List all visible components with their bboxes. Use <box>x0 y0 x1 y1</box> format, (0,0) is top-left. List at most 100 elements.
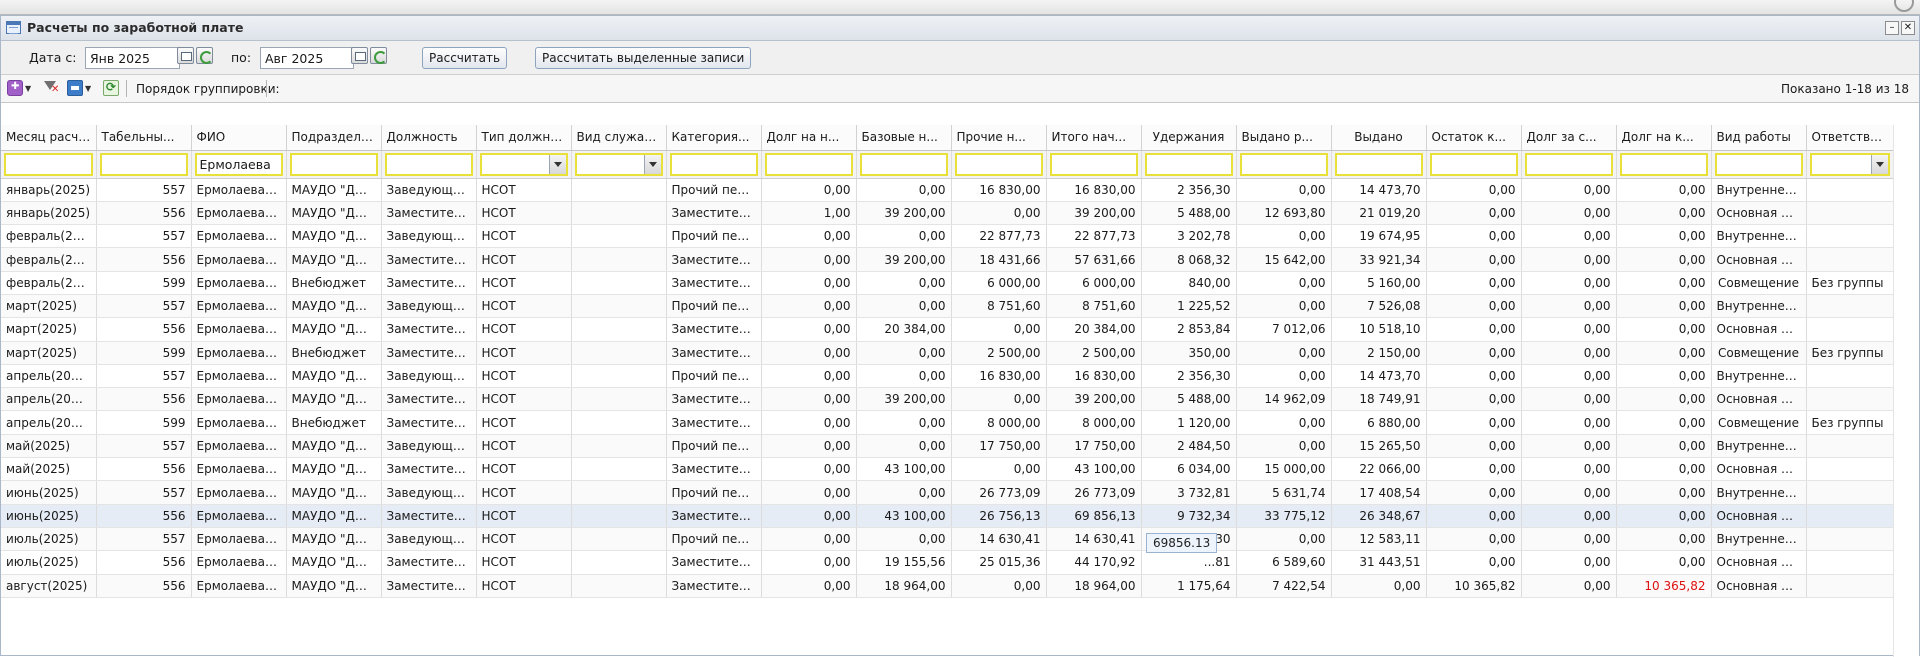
table-row[interactable]: июнь(2025) 556 Ермолаева С... МАУДО "ДД... З… <box>1 504 1894 528</box>
table-row[interactable]: май(2025) 557 Ермолаева С... МАУДО "ДД... За… <box>1 434 1894 459</box>
col-header[interactable]: Выдано р... <box>1236 125 1332 151</box>
col-header[interactable]: Должность <box>381 125 477 151</box>
table-cell: июнь(2025) <box>1 504 97 528</box>
date-to-field[interactable]: Авг 2025 <box>260 47 354 69</box>
table-cell: 26 773,09 <box>951 480 1047 505</box>
col-header[interactable]: Остаток к... <box>1426 125 1522 151</box>
help-icon[interactable] <box>1894 0 1914 12</box>
table-row[interactable]: май(2025) 556 Ермолаева С... МАУДО "ДД... За… <box>1 457 1894 482</box>
table-cell: Ермолаева С... <box>191 201 287 226</box>
col-header[interactable]: Вид работы <box>1711 125 1807 151</box>
table-row[interactable]: январь(2025) 556 Ермолаева С... МАУДО "ДД..… <box>1 201 1894 226</box>
filter-combo[interactable] <box>479 152 568 176</box>
chevron-down-icon[interactable] <box>1870 154 1888 174</box>
close-button[interactable]: ✕ <box>1901 21 1915 35</box>
calculate-selected-button[interactable]: Рассчитать выделенные записи <box>535 47 752 69</box>
col-header[interactable]: ФИО <box>191 125 287 151</box>
filter-input[interactable] <box>4 152 93 176</box>
reset-from-icon[interactable] <box>196 47 213 64</box>
col-header[interactable]: Выдано <box>1331 125 1427 151</box>
minimize-button[interactable]: – <box>1885 21 1899 35</box>
col-header[interactable]: Прочие н... <box>951 125 1047 151</box>
col-header[interactable]: Долг на н... <box>761 125 857 151</box>
filter-input[interactable] <box>669 152 758 176</box>
table-cell: 0,00 <box>1616 271 1712 295</box>
table-row[interactable]: апрель(2025) 556 Ермолаева С... МАУДО "ДД..… <box>1 387 1894 412</box>
table-cell: 39 200,00 <box>856 247 952 272</box>
calendar-to-icon[interactable] <box>351 47 368 64</box>
add-record-icon[interactable] <box>7 80 23 96</box>
table-cell: 5 631,74 <box>1236 480 1332 505</box>
filter-input[interactable] <box>859 152 948 176</box>
col-header[interactable]: Долг на к... <box>1616 125 1712 151</box>
filter-input[interactable] <box>1619 152 1708 176</box>
table-cell: 0,00 <box>761 294 857 319</box>
filter-input[interactable] <box>99 152 188 176</box>
table-row[interactable]: февраль(20... 599 Ермолаева С... Внебюджет З… <box>1 271 1894 295</box>
filter-input[interactable] <box>1239 152 1328 176</box>
filter-input[interactable] <box>1049 152 1138 176</box>
filter-input[interactable] <box>954 152 1043 176</box>
table-row[interactable]: февраль(20... 557 Ермолаева С... МАУДО "ДД.… <box>1 224 1894 249</box>
filter-input[interactable] <box>1144 152 1233 176</box>
filter-input[interactable] <box>1334 152 1423 176</box>
period-toolbar: Дата с: Янв 2025 по: Авг 2025 Рассчитать… <box>1 41 1919 75</box>
col-header[interactable]: Категория... <box>666 125 762 151</box>
table-row[interactable]: январь(2025) 557 Ермолаева С... МАУДО "ДД..… <box>1 178 1894 202</box>
table-cell: 26 773,09 <box>1046 480 1142 505</box>
table-cell: 0,00 <box>1236 271 1332 295</box>
records-count: Показано 1-18 из 18 <box>1780 82 1909 96</box>
table-row[interactable]: июнь(2025) 557 Ермолаева С... МАУДО "ДД... З… <box>1 480 1894 505</box>
table-cell: Заместитель... <box>666 457 762 482</box>
col-header[interactable]: Подразделе... <box>286 125 382 151</box>
print-icon[interactable] <box>67 80 83 96</box>
table-row[interactable]: апрель(2025) 599 Ермолаева С... Внебюджет За… <box>1 410 1894 435</box>
col-header[interactable]: Итого нач... <box>1046 125 1142 151</box>
table-row[interactable]: март(2025) 557 Ермолаева С... МАУДО "ДД... З… <box>1 294 1894 319</box>
clear-filter-icon[interactable] <box>43 80 59 96</box>
table-cell: Ермолаева С... <box>191 410 287 435</box>
filter-combo[interactable] <box>1809 152 1890 176</box>
table-row[interactable]: март(2025) 556 Ермолаева С... МАУДО "ДД... З… <box>1 317 1894 342</box>
fio-filter-input[interactable]: Ермолаева <box>194 152 283 176</box>
col-header[interactable]: Ответствен... <box>1806 125 1894 151</box>
filter-combo[interactable] <box>574 152 663 176</box>
table-row[interactable]: апрель(2025) 557 Ермолаева С... МАУДО "ДД..… <box>1 364 1894 389</box>
filter-input[interactable] <box>1524 152 1613 176</box>
table-cell: 0,00 <box>761 224 857 249</box>
table-row[interactable]: март(2025) 599 Ермолаева С... Внебюджет Заме… <box>1 341 1894 365</box>
chevron-down-icon[interactable] <box>548 154 566 174</box>
table-cell: март(2025) <box>1 317 97 342</box>
col-header[interactable]: Вид служащ... <box>571 125 667 151</box>
col-header[interactable]: Базовые н... <box>856 125 952 151</box>
filter-input[interactable] <box>384 152 473 176</box>
date-from-field[interactable]: Янв 2025 <box>85 47 180 69</box>
print-menu-chevron-down-icon[interactable]: ▼ <box>85 84 92 93</box>
col-header[interactable]: Табельны... <box>96 125 192 151</box>
col-header[interactable]: Тип должно... <box>476 125 572 151</box>
refresh-icon[interactable] <box>103 80 119 96</box>
col-header[interactable]: Удержания <box>1141 125 1237 151</box>
reset-to-icon[interactable] <box>370 47 387 64</box>
filter-input[interactable] <box>764 152 853 176</box>
col-header[interactable]: Месяц расче... <box>1 125 97 151</box>
chevron-down-icon[interactable] <box>643 154 661 174</box>
table-cell: Заместитель... <box>381 247 477 272</box>
col-header[interactable]: Долг за с... <box>1521 125 1617 151</box>
table-row[interactable]: февраль(20... 556 Ермолаева С... МАУДО "ДД.… <box>1 247 1894 272</box>
table-row[interactable]: июль(2025) 556 Ермолаева С... МАУДО "ДД... З… <box>1 550 1894 575</box>
filter-input[interactable] <box>1714 152 1803 176</box>
table-row[interactable]: июль(2025) 557 Ермолаева С... МАУДО "ДД... З… <box>1 527 1894 552</box>
table-cell: 9 732,34 <box>1141 504 1237 528</box>
table-cell: 840,00 <box>1141 271 1237 295</box>
filter-input[interactable] <box>289 152 378 176</box>
add-menu-chevron-down-icon[interactable]: ▼ <box>25 84 32 93</box>
table-cell: апрель(2025) <box>1 387 97 412</box>
table-row[interactable]: август(2025) 556 Ермолаева С... МАУДО "ДД..… <box>1 574 1894 598</box>
table-cell: 3 732,81 <box>1141 480 1237 505</box>
calculate-button[interactable]: Рассчитать <box>422 47 508 69</box>
filter-input[interactable] <box>1429 152 1518 176</box>
calendar-from-icon[interactable] <box>177 47 194 64</box>
table-cell: 0,00 <box>761 410 857 435</box>
table-cell: Прочий перс... <box>666 178 762 202</box>
